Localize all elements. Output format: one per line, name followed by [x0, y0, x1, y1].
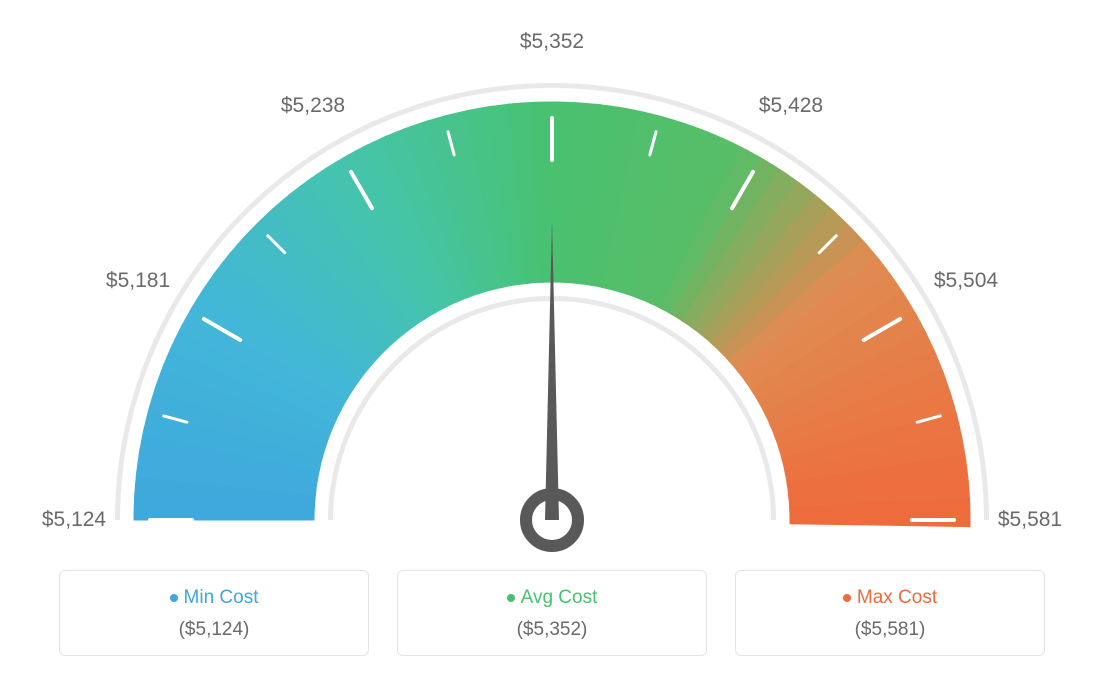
legend-value-max: ($5,581) — [736, 619, 1044, 641]
legend-value-min: ($5,124) — [60, 619, 368, 641]
cost-gauge: $5,124 $5,181 $5,238 $5,352 $5,428 $5,504 $5,5… — [0, 0, 1104, 560]
legend-card-max: Max Cost ($5,581) — [735, 570, 1045, 656]
legend-title-min: Min Cost — [60, 587, 368, 609]
gauge-tick-label: $5,581 — [998, 508, 1062, 532]
gauge-tick-label: $5,428 — [759, 94, 823, 118]
legend-title-max: Max Cost — [736, 587, 1044, 609]
legend-title-text-avg: Avg Cost — [521, 587, 598, 608]
legend-card-avg: Avg Cost ($5,352) — [397, 570, 707, 656]
legend-row: Min Cost ($5,124) Avg Cost ($5,352) Max … — [0, 570, 1104, 656]
legend-title-text-min: Min Cost — [184, 587, 259, 608]
legend-title-avg: Avg Cost — [398, 587, 706, 609]
legend-value-avg: ($5,352) — [398, 619, 706, 641]
gauge-tick-label: $5,238 — [281, 94, 345, 118]
legend-dot-max — [843, 594, 851, 602]
gauge-tick-label: $5,504 — [934, 269, 998, 293]
legend-card-min: Min Cost ($5,124) — [59, 570, 369, 656]
gauge-tick-label: $5,352 — [520, 30, 584, 54]
gauge-tick-label: $5,181 — [106, 269, 170, 293]
legend-dot-avg — [507, 594, 515, 602]
legend-title-text-max: Max Cost — [857, 587, 937, 608]
legend-dot-min — [170, 594, 178, 602]
gauge-tick-label: $5,124 — [42, 508, 106, 532]
